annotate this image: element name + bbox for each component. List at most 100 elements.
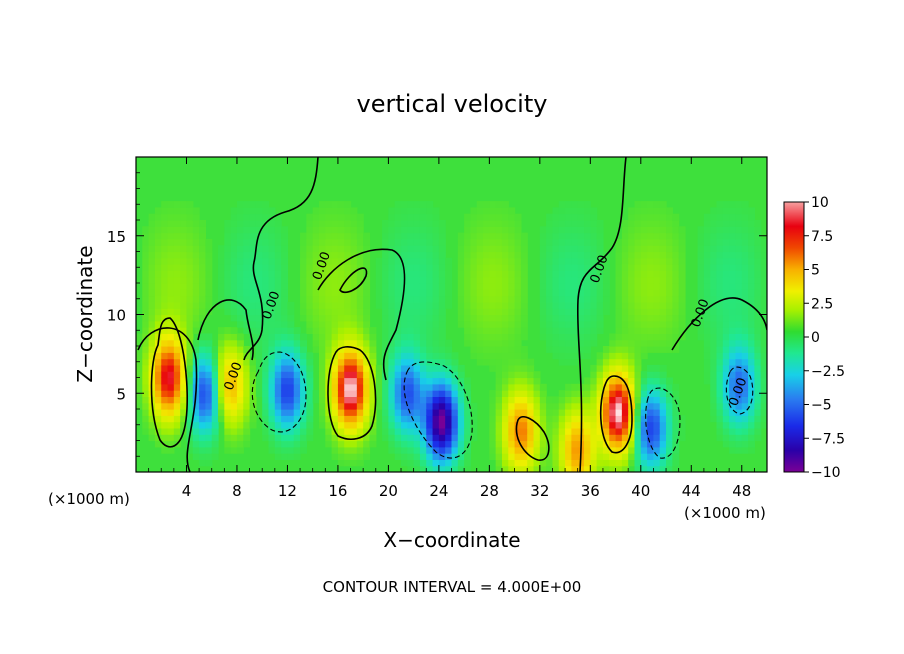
- heatmap-cell: [438, 440, 446, 448]
- heatmap-cell: [697, 314, 705, 322]
- heatmap-cell: [173, 201, 181, 208]
- heatmap-cell: [199, 434, 207, 442]
- heatmap-cell: [672, 314, 680, 322]
- heatmap-cell: [552, 276, 560, 284]
- heatmap-cell: [350, 289, 358, 297]
- heatmap-cell: [394, 402, 402, 410]
- heatmap-cell: [703, 289, 711, 297]
- heatmap-cell: [331, 446, 339, 454]
- heatmap-cell: [255, 377, 263, 385]
- heatmap-cell: [363, 409, 371, 416]
- heatmap-cell: [337, 346, 345, 353]
- heatmap-cell: [621, 314, 629, 322]
- heatmap-cell: [590, 409, 598, 416]
- heatmap-cell: [640, 383, 648, 391]
- heatmap-cell: [161, 446, 169, 454]
- heatmap-cell: [558, 207, 566, 215]
- heatmap-cell: [628, 320, 636, 328]
- heatmap-cell: [205, 289, 213, 297]
- heatmap-cell: [199, 459, 207, 467]
- heatmap-cell: [748, 264, 755, 271]
- heatmap-cell: [748, 377, 755, 385]
- heatmap-cell: [495, 251, 503, 259]
- x-tick-label: 12: [278, 482, 297, 500]
- heatmap-cell: [148, 257, 156, 265]
- heatmap-cell: [426, 383, 434, 391]
- heatmap-cell: [520, 453, 528, 460]
- heatmap-cell: [445, 352, 453, 360]
- heatmap-cell: [331, 238, 339, 246]
- heatmap-cell: [476, 270, 484, 278]
- heatmap-cell: [356, 364, 364, 372]
- heatmap-cell: [413, 327, 421, 334]
- heatmap-cell: [419, 465, 427, 472]
- heatmap-cell: [224, 301, 232, 309]
- heatmap-cell: [218, 346, 225, 353]
- heatmap-cell: [495, 358, 503, 366]
- heatmap-cell: [501, 333, 509, 341]
- heatmap-cell: [520, 377, 528, 385]
- heatmap-cell: [180, 402, 188, 410]
- heatmap-cell: [672, 434, 680, 442]
- heatmap-cell: [401, 421, 408, 429]
- heatmap-cell: [432, 213, 440, 221]
- heatmap-cell: [419, 289, 427, 297]
- heatmap-cell: [350, 440, 358, 448]
- heatmap-cell: [173, 213, 181, 221]
- heatmap-cell: [464, 377, 472, 385]
- heatmap-cell: [653, 207, 661, 215]
- heatmap-cell: [647, 213, 655, 221]
- heatmap-cell: [243, 283, 251, 290]
- heatmap-cell: [312, 238, 320, 246]
- heatmap-cell: [748, 245, 755, 253]
- heatmap-cell: [401, 201, 408, 208]
- heatmap-cell: [419, 207, 427, 215]
- heatmap-cell: [312, 301, 320, 309]
- heatmap-cell: [666, 465, 673, 472]
- heatmap-cell: [735, 390, 743, 397]
- heatmap-cell: [697, 270, 705, 278]
- heatmap-cell: [628, 346, 636, 353]
- heatmap-cell: [281, 402, 289, 410]
- heatmap-cell: [407, 390, 415, 397]
- heatmap-cell: [432, 251, 440, 259]
- heatmap-cell: [401, 371, 408, 379]
- heatmap-cell: [501, 320, 509, 328]
- heatmap-cell: [148, 251, 156, 259]
- heatmap-cell: [533, 434, 541, 442]
- heatmap-cell: [451, 421, 459, 429]
- heatmap-cell: [729, 409, 737, 416]
- heatmap-cell: [211, 396, 219, 404]
- heatmap-cell: [666, 276, 673, 284]
- heatmap-cell: [464, 440, 472, 448]
- heatmap-cell: [413, 289, 421, 297]
- heatmap-cell: [659, 264, 667, 271]
- heatmap-cell: [457, 421, 465, 429]
- heatmap-cell: [180, 257, 188, 265]
- heatmap-cell: [249, 390, 257, 397]
- heatmap-cell: [640, 283, 648, 290]
- heatmap-cell: [710, 390, 718, 397]
- heatmap-cell: [653, 301, 661, 309]
- heatmap-cell: [167, 371, 175, 379]
- heatmap-cell: [508, 352, 516, 360]
- heatmap-cell: [653, 409, 661, 416]
- heatmap-cell: [703, 301, 711, 309]
- heatmap-cell: [590, 440, 598, 448]
- heatmap-cell: [678, 232, 686, 240]
- heatmap-cell: [615, 446, 623, 454]
- heatmap-cell: [243, 346, 251, 353]
- heatmap-cell: [274, 320, 282, 328]
- heatmap-cell: [716, 402, 724, 410]
- heatmap-cell: [344, 308, 352, 316]
- heatmap-cell: [401, 301, 408, 309]
- heatmap-cell: [754, 238, 762, 246]
- heatmap-cell: [558, 308, 566, 316]
- heatmap-cell: [596, 270, 604, 278]
- heatmap-cell: [508, 308, 516, 316]
- heatmap-cell: [470, 220, 478, 227]
- heatmap-cell: [577, 201, 585, 208]
- heatmap-cell: [337, 459, 345, 467]
- heatmap-cell: [647, 453, 655, 460]
- heatmap-cell: [590, 333, 598, 341]
